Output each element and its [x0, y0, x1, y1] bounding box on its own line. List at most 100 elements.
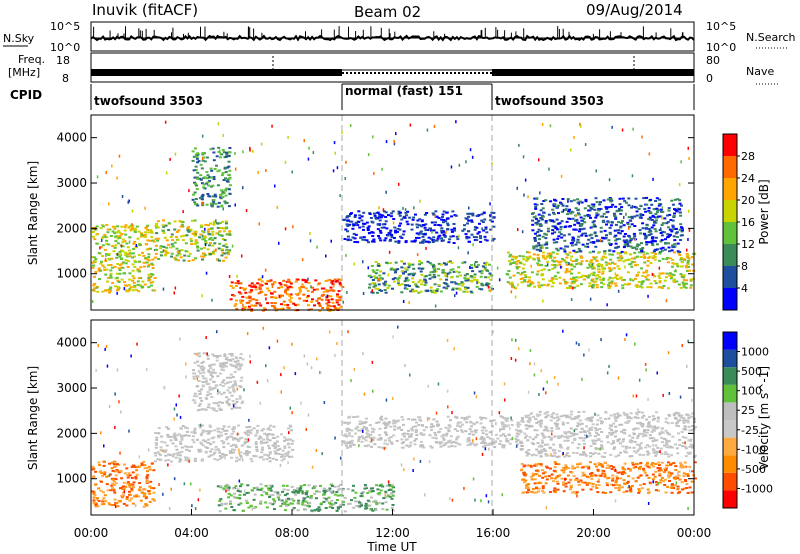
echo-speckle — [234, 167, 237, 171]
echo-cell — [231, 400, 235, 403]
echo-cell — [546, 230, 550, 233]
echo-cell — [553, 266, 557, 269]
echo-cell — [283, 436, 287, 439]
echo-cell — [679, 466, 683, 469]
echo-cell — [390, 485, 394, 488]
echo-cell — [212, 176, 216, 178]
echo-cell — [186, 427, 189, 430]
colorbar-tick-label: 4 — [741, 282, 748, 295]
echo-cell — [383, 239, 387, 242]
echo-cell — [646, 429, 650, 432]
echo-cell — [410, 272, 414, 275]
echo-cell — [93, 494, 97, 497]
echo-cell — [289, 438, 293, 441]
colorbar-swatch — [723, 156, 737, 178]
echo-cell — [550, 277, 554, 280]
echo-cell — [193, 233, 197, 236]
echo-cell — [273, 302, 277, 305]
echo-cell — [586, 435, 590, 438]
echo-cell — [653, 256, 657, 258]
echo-cell — [311, 298, 314, 301]
echo-cell — [354, 432, 358, 435]
echo-cell — [635, 284, 639, 287]
echo-cell — [378, 434, 382, 437]
echo-cell — [268, 428, 272, 431]
echo-cell — [402, 441, 406, 444]
echo-cell — [228, 184, 232, 187]
echo-cell — [648, 229, 652, 232]
echo-cell — [634, 466, 638, 468]
echo-cell — [330, 503, 334, 506]
echo-cell — [581, 232, 585, 235]
echo-cell — [356, 224, 360, 227]
echo-cell — [224, 256, 228, 259]
echo-cell — [206, 174, 210, 177]
echo-cell — [481, 416, 485, 419]
echo-speckle — [523, 193, 525, 197]
echo-cell — [636, 416, 640, 419]
echo-cell — [129, 286, 133, 289]
echo-cell — [141, 251, 144, 254]
echo-cell — [216, 205, 220, 208]
echo-cell — [133, 240, 137, 243]
echo-cell — [230, 451, 234, 454]
echo-cell — [142, 460, 146, 463]
echo-cell — [608, 233, 612, 235]
echo-cell — [334, 307, 337, 310]
echo-cell — [330, 499, 334, 502]
echo-cell — [441, 216, 444, 218]
echo-cell — [231, 428, 235, 431]
echo-cell — [215, 155, 219, 158]
echo-cell — [219, 196, 223, 199]
echo-cell — [432, 265, 435, 268]
echo-cell — [302, 499, 306, 502]
echo-cell — [370, 445, 373, 448]
echo-cell — [284, 291, 287, 294]
echo-cell — [670, 273, 674, 276]
echo-cell — [569, 278, 573, 280]
echo-cell — [301, 492, 305, 495]
echo-cell — [637, 271, 641, 274]
echo-cell — [623, 462, 627, 465]
echo-cell — [110, 461, 114, 464]
echo-cell — [382, 497, 386, 500]
echo-cell — [507, 434, 511, 436]
echo-cell — [151, 267, 155, 269]
echo-cell — [131, 502, 135, 505]
echo-cell — [189, 240, 193, 243]
echo-cell — [145, 476, 149, 478]
echo-cell — [647, 234, 651, 237]
echo-cell — [92, 284, 96, 287]
echo-cell — [312, 486, 316, 489]
echo-speckle — [121, 195, 124, 198]
echo-cell — [405, 214, 408, 217]
echo-cell — [218, 354, 222, 357]
echo-cell — [654, 489, 658, 492]
echo-cell — [511, 258, 514, 261]
echo-cell — [382, 282, 386, 285]
echo-cell — [224, 485, 228, 488]
echo-cell — [222, 361, 226, 364]
echo-speckle — [518, 143, 520, 147]
echo-cell — [609, 243, 613, 246]
echo-cell — [658, 259, 661, 262]
echo-cell — [241, 358, 245, 361]
echo-cell — [639, 204, 643, 207]
echo-cell — [572, 475, 576, 478]
echo-cell — [192, 372, 196, 375]
echo-cell — [429, 229, 433, 232]
echo-cell — [196, 385, 200, 388]
echo-cell — [565, 269, 569, 272]
echo-cell — [233, 370, 237, 373]
echo-cell — [390, 442, 394, 445]
echo-cell — [679, 257, 683, 259]
noise-sky-series — [90, 34, 695, 42]
echo-cell — [552, 469, 556, 472]
echo-cell — [131, 464, 135, 467]
echo-cell — [522, 280, 526, 283]
echo-cell — [268, 484, 272, 487]
echo-cell — [372, 212, 376, 215]
echo-cell — [537, 228, 541, 231]
echo-cell — [210, 169, 214, 172]
echo-cell — [207, 382, 211, 385]
